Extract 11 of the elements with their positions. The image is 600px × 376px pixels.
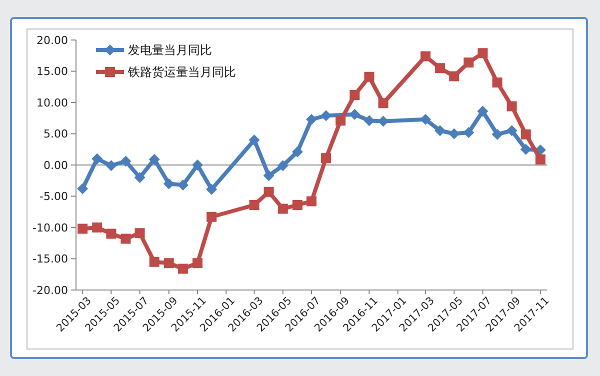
y-tick-label: 15.00 bbox=[36, 65, 68, 78]
y-tick-label: -5.00 bbox=[40, 190, 68, 204]
legend-label: 发电量当月同比 bbox=[128, 43, 212, 58]
y-tick-label: 0.00 bbox=[44, 158, 68, 172]
legend-label: 铁路货运量当月同比 bbox=[127, 65, 236, 80]
y-tick-label: -10.00 bbox=[32, 221, 68, 234]
y-tick-label: 5.00 bbox=[44, 128, 68, 141]
y-tick-label: -20.00 bbox=[32, 284, 68, 297]
y-tick-label: 20.00 bbox=[36, 34, 68, 47]
y-tick-label: -15.00 bbox=[32, 252, 68, 266]
y-tick-label: 10.00 bbox=[36, 96, 68, 110]
